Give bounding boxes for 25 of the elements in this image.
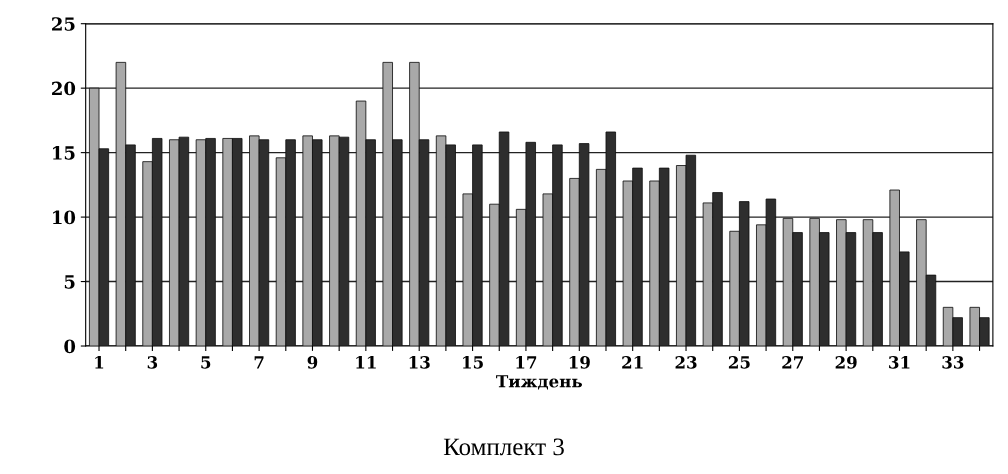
x-tick-label: 15	[463, 356, 483, 369]
x-axis-title: Тиждень	[496, 375, 583, 390]
x-tick-label: 7	[254, 356, 264, 369]
y-tick-label: 20	[52, 81, 76, 96]
y-tick-label: 0	[64, 339, 76, 354]
x-tick-label: 29	[835, 356, 857, 369]
x-tick-label: 11	[356, 356, 376, 369]
x-tick-label: 19	[569, 356, 590, 369]
y-tick-label: 10	[53, 210, 76, 225]
x-tick-label: 21	[622, 356, 643, 369]
x-tick-label: 31	[889, 356, 910, 369]
y-tick-label: 5	[64, 275, 75, 289]
x-tick-label: 5	[201, 356, 211, 369]
x-tick-label: 17	[516, 356, 537, 369]
x-tick-label: 33	[942, 356, 964, 369]
x-tick-label: 25	[728, 356, 750, 369]
x-tick-label: 27	[782, 356, 803, 369]
text: Комплект 3	[443, 438, 564, 456]
y-tick-label: 15	[53, 146, 75, 160]
x-tick-label: 9	[307, 356, 318, 369]
x-tick-label: 13	[409, 356, 430, 369]
y-tick-label: 25	[52, 17, 75, 31]
x-tick-label: 1	[95, 356, 104, 369]
x-tick-label: 23	[675, 356, 697, 369]
x-tick-label: 3	[147, 356, 158, 369]
